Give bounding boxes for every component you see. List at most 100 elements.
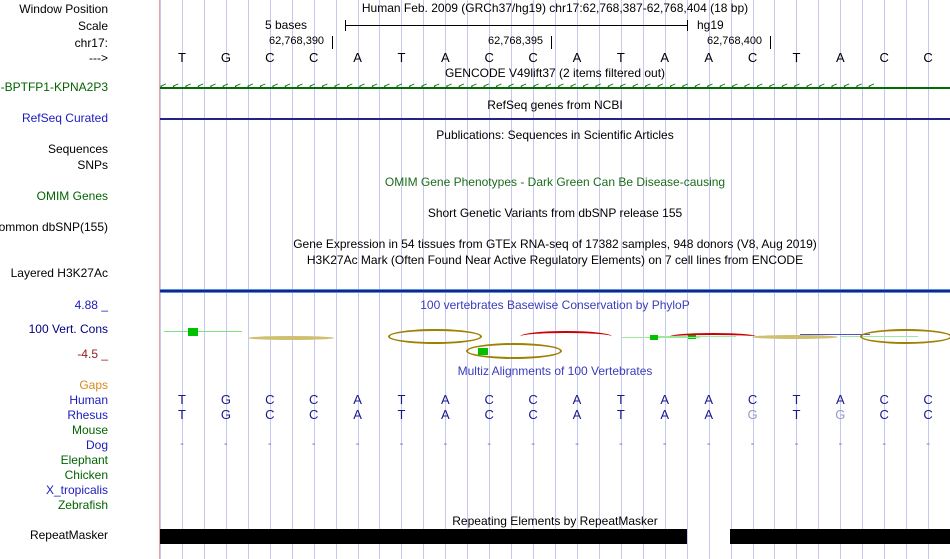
label-scale[interactable]: Scale: [77, 19, 108, 33]
base-letter: C: [879, 407, 889, 422]
base-letter: A: [704, 392, 713, 407]
gridline: [270, 0, 271, 559]
gridline: [643, 0, 644, 559]
align-label-chicken[interactable]: Chicken: [64, 468, 108, 482]
alignment-row-dog[interactable]: ------------------: [160, 438, 950, 454]
align-label-gaps[interactable]: Gaps: [79, 378, 108, 392]
position-ruler: 62,768,390 62,768,395 62,768,400: [160, 35, 950, 51]
base-letter: A: [660, 392, 670, 407]
gridline: [884, 0, 885, 559]
base-letter: T: [616, 50, 625, 65]
base-letter: C: [747, 392, 758, 407]
label-sequences[interactable]: Sequences: [47, 142, 108, 156]
cons-lens-3: [388, 329, 482, 344]
gridline: [379, 0, 380, 559]
gtex-center-text: Gene Expression in 54 tissues from GTEx …: [293, 237, 817, 251]
repeat-block[interactable]: [160, 529, 687, 544]
conservation-center-text: 100 vertebrates Basewise Conservation by…: [420, 298, 690, 312]
scale-bar-right-cap: [687, 20, 688, 31]
gridline: [226, 0, 227, 559]
panel-left-edge: [159, 0, 160, 559]
alignment-gap-dash: -: [355, 438, 360, 450]
alignment-gap-dash: -: [575, 438, 579, 450]
base-letter: C: [879, 392, 889, 407]
base-letter: A: [704, 407, 713, 422]
base-letter: C: [265, 407, 275, 422]
label-repeatmasker[interactable]: RepeatMasker: [29, 528, 108, 542]
h3k27ac-center-text: H3K27Ac Mark (Often Found Near Active Re…: [306, 253, 804, 267]
base-letter: C: [923, 392, 933, 407]
multiz-center-text: Multiz Alignments of 100 Vertebrates: [457, 364, 653, 378]
gridline: [248, 0, 249, 559]
gridlines: [160, 0, 950, 559]
label-conservation[interactable]: 100 Vert. Cons: [28, 322, 108, 336]
base-letter: T: [792, 50, 801, 65]
conservation-plot[interactable]: [160, 305, 950, 360]
label-window-position[interactable]: Window Position: [19, 2, 108, 16]
gencode-strand-arrows: <<<<<<<<<<<<<<<<<<<<<<<<<<<<<<<<<<<<<<<<…: [160, 82, 881, 93]
alignment-gap-dash: -: [706, 438, 711, 450]
base-letter: T: [178, 407, 186, 422]
label-h3k27ac[interactable]: Layered H3K27Ac: [10, 266, 108, 280]
cons-max-label: 4.88 _: [74, 298, 108, 312]
track-separator: [160, 289, 950, 293]
align-label-elephant[interactable]: Elephant: [60, 453, 108, 467]
align-label-mouse[interactable]: Mouse: [71, 423, 108, 437]
base-letter: C: [879, 50, 889, 65]
alignment-gap-dash: -: [443, 438, 448, 450]
base-letter: A: [353, 50, 362, 65]
repeat-block[interactable]: [730, 529, 950, 544]
label-refseq[interactable]: RefSeq Curated: [21, 111, 108, 125]
assembly-title: Human Feb. 2009 (GRCh37/hg19) chr17:62,7…: [361, 1, 749, 15]
label-chrom[interactable]: chr17:: [74, 36, 108, 50]
gridline: [599, 0, 600, 559]
base-letter: A: [572, 407, 582, 422]
base-letter: C: [265, 392, 275, 407]
base-letter: T: [397, 392, 406, 407]
cons-peak-1: [188, 328, 198, 336]
gridline: [796, 0, 797, 559]
gridline: [555, 0, 556, 559]
align-label-rhesus[interactable]: Rhesus: [67, 408, 108, 422]
gencode-gene-line[interactable]: [160, 87, 950, 89]
align-label-xtropicalis[interactable]: X_tropicalis: [45, 483, 108, 497]
publications-center-text: Publications: Sequences in Scientific Ar…: [436, 128, 674, 142]
gridline: [467, 0, 468, 559]
assembly-short-label: hg19: [697, 18, 724, 32]
cons-lens-6: [466, 343, 562, 359]
base-letter: T: [397, 407, 406, 422]
gridline: [160, 0, 161, 559]
gridline: [906, 0, 907, 559]
alignment-gap-dash: -: [180, 438, 184, 450]
repeatmasker-blocks[interactable]: [160, 529, 950, 544]
base-letter: A: [835, 392, 845, 407]
base-letter: A: [440, 392, 450, 407]
base-letter: A: [704, 50, 713, 65]
base-letter: A: [440, 50, 450, 65]
label-snps[interactable]: SNPs: [77, 158, 108, 172]
label-dbsnp[interactable]: Common dbSNP(155): [0, 220, 108, 234]
gridline: [204, 0, 205, 559]
track-data-panel[interactable]: Human Feb. 2009 (GRCh37/hg19) chr17:62,7…: [160, 0, 950, 559]
alignment-gap-dash: -: [399, 438, 404, 450]
gridline: [336, 0, 337, 559]
base-letter: C: [923, 407, 933, 422]
refseq-gene-line[interactable]: [160, 118, 950, 120]
gridline: [314, 0, 315, 559]
align-label-dog[interactable]: Dog: [85, 438, 108, 452]
gridline: [401, 0, 402, 559]
label-omim[interactable]: OMIM Genes: [36, 189, 108, 203]
repeatmasker-center-text: Repeating Elements by RepeatMasker: [452, 514, 658, 528]
align-label-zebrafish[interactable]: Zebrafish: [57, 498, 108, 512]
base-letter: C: [265, 50, 275, 65]
align-label-human[interactable]: Human: [69, 393, 108, 407]
base-letter: T: [616, 392, 625, 407]
label-gencode[interactable]: 7P1-BPTFP1-KPNA2P3: [0, 80, 108, 94]
base-letter: T: [792, 392, 801, 407]
base-letter: A: [353, 407, 362, 422]
cons-arc-8: [670, 333, 756, 340]
gridline: [665, 0, 666, 559]
